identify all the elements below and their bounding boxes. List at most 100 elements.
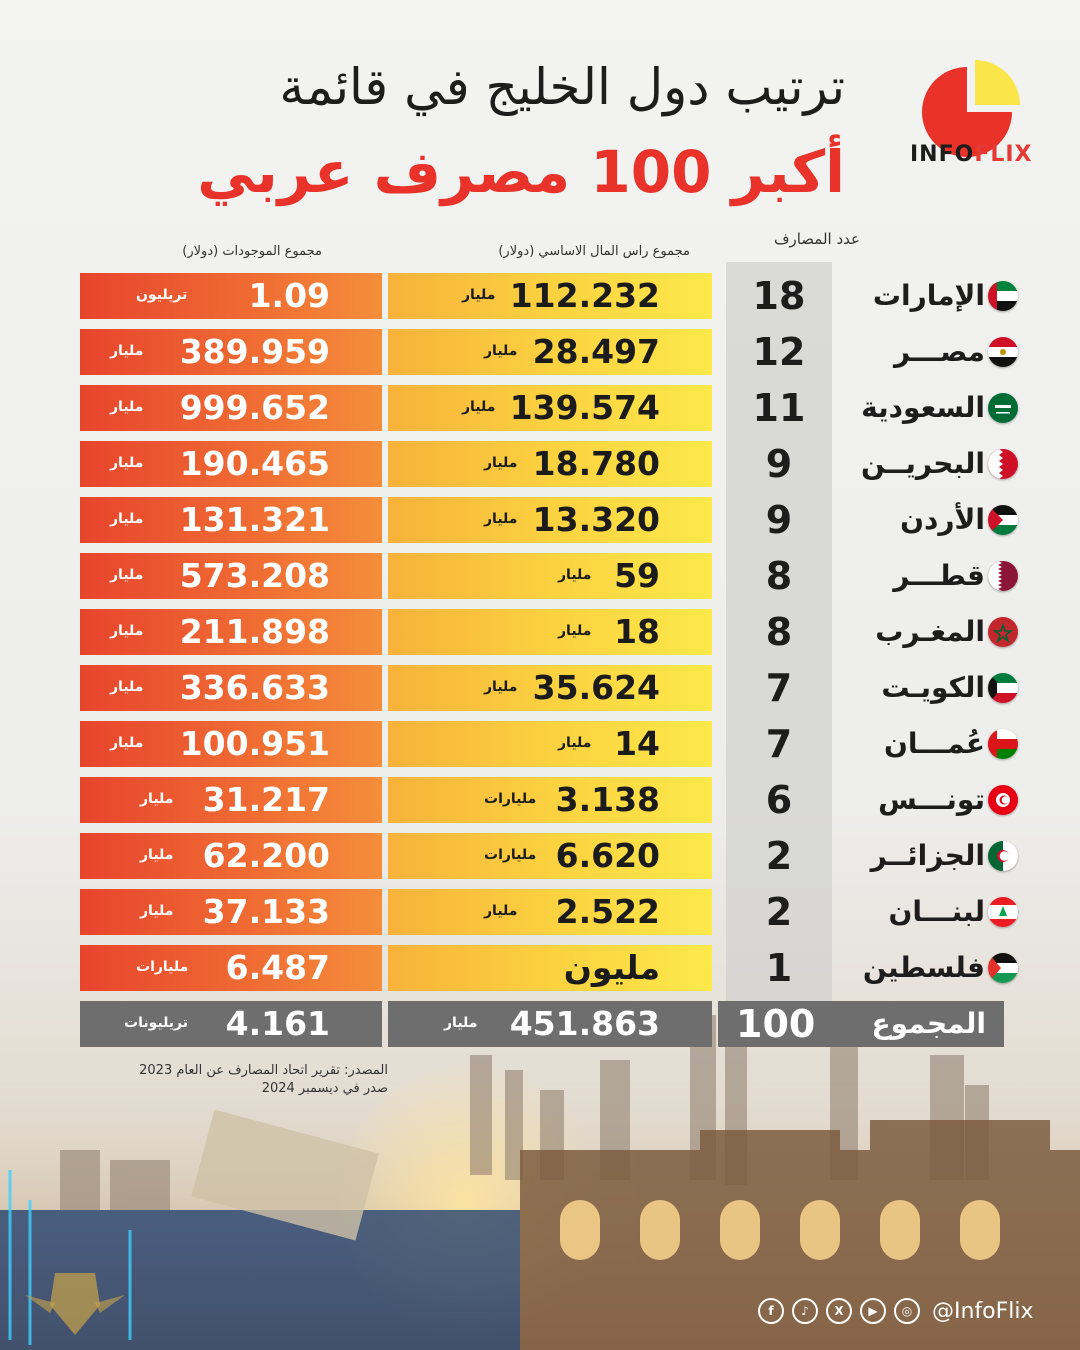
assets-unit: مليار (110, 679, 144, 695)
total-assets-unit: تريليونات (124, 1015, 189, 1031)
capital-unit: مليارات (484, 847, 537, 863)
capital-value: 28.497 (532, 332, 660, 371)
assets-value: 336.633 (179, 668, 330, 707)
assets-value: 190.465 (179, 444, 330, 483)
bank-count: 6 (765, 778, 793, 822)
capital-value: 14 (614, 724, 660, 763)
oman-flag-icon (988, 729, 1018, 759)
tiktok-icon[interactable]: ♪ (792, 1298, 818, 1324)
capital-value: مليون (563, 948, 660, 987)
capital-value: 112.232 (509, 276, 660, 315)
capital-cell: 35.624 مليار (388, 665, 712, 711)
capital-cell: 112.232 مليار (388, 273, 712, 319)
assets-unit: مليار (140, 791, 174, 807)
kuwait-flag-icon (988, 673, 1018, 703)
table-row: 211.898 مليار 18 مليار 8 المغـرب (0, 609, 1080, 655)
capital-cell: 139.574 مليار (388, 385, 712, 431)
assets-unit: مليار (110, 343, 144, 359)
bank-count: 8 (765, 610, 793, 654)
assets-value: 131.321 (179, 500, 330, 539)
x-icon[interactable]: X (826, 1298, 852, 1324)
assets-unit: مليار (110, 399, 144, 415)
capital-unit: مليارات (484, 791, 537, 807)
social-links: f ♪ X ▶ ◎ @InfoFlix (758, 1296, 1034, 1326)
bank-count: 2 (765, 834, 793, 878)
total-count-cell: 100 المجموع (718, 1001, 1004, 1047)
capital-cell: 14 مليار (388, 721, 712, 767)
country-name: المغـرب (875, 615, 985, 648)
country-name: البحريــن (861, 447, 985, 480)
header-assets: مجموع الموجودات (دولار) (182, 244, 322, 259)
assets-value: 100.951 (179, 724, 330, 763)
capital-cell: 2.522 مليار (388, 889, 712, 935)
bank-count: 11 (752, 386, 806, 430)
capital-unit: مليار (558, 623, 592, 639)
country-name: قطـــر (893, 559, 985, 592)
assets-value: 573.208 (179, 556, 330, 595)
capital-unit: مليار (462, 399, 496, 415)
assets-unit: مليار (110, 623, 144, 639)
instagram-icon[interactable]: ◎ (894, 1298, 920, 1324)
assets-value: 6.487 (225, 948, 330, 987)
capital-cell: مليون (388, 945, 712, 991)
capital-unit: مليار (462, 287, 496, 303)
assets-cell: 37.133 مليار (80, 889, 382, 935)
total-capital-unit: مليار (444, 1015, 478, 1031)
country-name: الأردن (900, 503, 985, 536)
table-row: 6.487 مليارات مليون 1 فلسطين (0, 945, 1080, 991)
source-line1: المصدر: تقرير اتحاد المصارف عن العام 202… (139, 1063, 388, 1078)
qatar-flag-icon (988, 561, 1018, 591)
capital-cell: 28.497 مليار (388, 329, 712, 375)
algeria-flag-icon (988, 841, 1018, 871)
lebanon-flag-icon (988, 897, 1018, 927)
table-row: 573.208 مليار 59 مليار 8 قطـــر (0, 553, 1080, 599)
total-capital-cell: 451.863 مليار (388, 1001, 712, 1047)
capital-value: 6.620 (555, 836, 660, 875)
table-row: 389.959 مليار 28.497 مليار 12 مصـــر (0, 329, 1080, 375)
social-handle[interactable]: @InfoFlix (932, 1298, 1034, 1324)
total-label: المجموع (871, 1007, 986, 1040)
assets-unit: مليار (140, 903, 174, 919)
assets-unit: مليار (110, 735, 144, 751)
assets-value: 999.652 (179, 388, 330, 427)
capital-cell: 6.620 مليارات (388, 833, 712, 879)
tunisia-flag-icon (988, 785, 1018, 815)
bank-count: 1 (765, 946, 793, 990)
country-name: تونـــس (878, 783, 985, 816)
assets-unit: مليار (110, 455, 144, 471)
forum-watermark-logo (25, 1273, 125, 1335)
assets-cell: 131.321 مليار (80, 497, 382, 543)
country-name: عُمـــان (883, 727, 985, 760)
assets-unit: مليار (110, 511, 144, 527)
header-capital: مجموع راس المال الاساسي (دولار) (498, 244, 690, 259)
total-assets-cell: 4.161 تريليونات (80, 1001, 382, 1047)
assets-cell: 62.200 مليار (80, 833, 382, 879)
assets-cell: 999.652 مليار (80, 385, 382, 431)
capital-cell: 18 مليار (388, 609, 712, 655)
assets-value: 31.217 (202, 780, 330, 819)
total-capital-value: 451.863 (509, 1004, 660, 1043)
assets-unit: مليار (110, 567, 144, 583)
total-row: 4.161 تريليونات 451.863 مليار 100 المجمو… (0, 1001, 1080, 1047)
assets-cell: 336.633 مليار (80, 665, 382, 711)
assets-value: 37.133 (202, 892, 330, 931)
capital-unit: مليار (558, 735, 592, 751)
country-name: لبنـــان (888, 895, 986, 928)
youtube-icon[interactable]: ▶ (860, 1298, 886, 1324)
page-title-line1: ترتيب دول الخليج في قائمة (279, 58, 845, 116)
assets-unit: مليار (140, 847, 174, 863)
facebook-icon[interactable]: f (758, 1298, 784, 1324)
capital-unit: مليار (484, 679, 518, 695)
capital-unit: مليار (484, 903, 518, 919)
assets-cell: 100.951 مليار (80, 721, 382, 767)
total-assets-value: 4.161 (225, 1004, 330, 1043)
assets-cell: 211.898 مليار (80, 609, 382, 655)
capital-cell: 3.138 مليارات (388, 777, 712, 823)
assets-unit: تريليون (136, 287, 188, 303)
count-column-background (726, 262, 832, 1002)
capital-cell: 59 مليار (388, 553, 712, 599)
palestine-flag-icon (988, 953, 1018, 983)
assets-cell: 31.217 مليار (80, 777, 382, 823)
bank-count: 7 (765, 722, 793, 766)
